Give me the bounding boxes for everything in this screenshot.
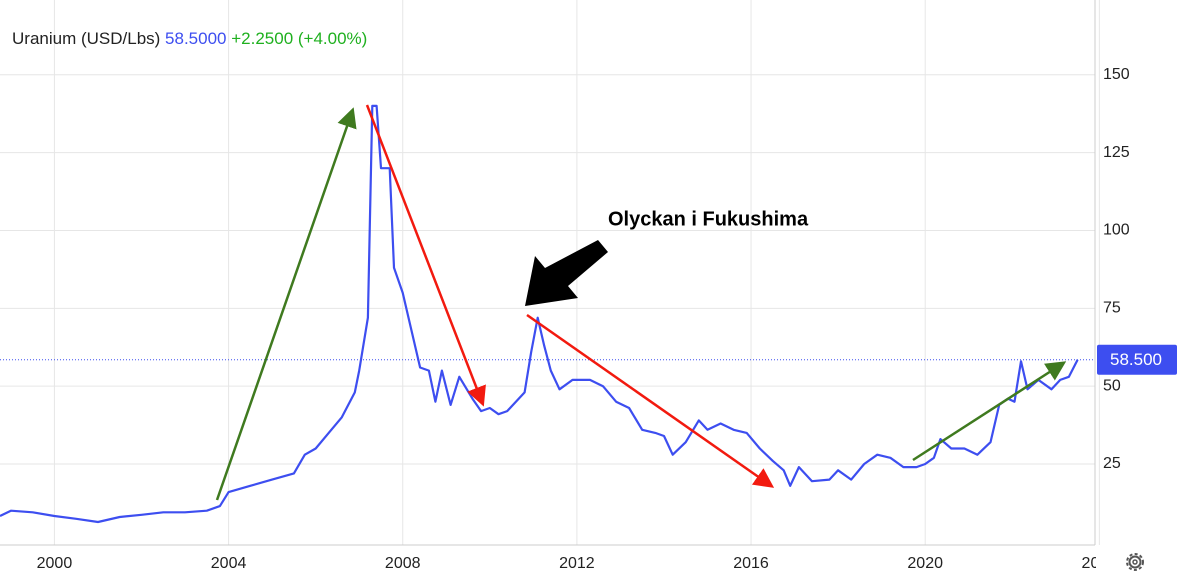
header: Uranium (USD/Lbs) 58.5000 +2.2500 (+4.00… bbox=[12, 29, 367, 48]
plot bbox=[0, 104, 1095, 524]
x-tick-label: 2000 bbox=[37, 555, 73, 572]
settings-icon[interactable] bbox=[1126, 553, 1144, 571]
arrow bbox=[215, 107, 357, 501]
arrow bbox=[912, 361, 1067, 462]
price: 58.5000 bbox=[165, 29, 226, 48]
y-tick-label: 125 bbox=[1103, 144, 1130, 161]
arrow bbox=[365, 104, 486, 407]
y-tick-label: 100 bbox=[1103, 222, 1130, 239]
annotation: Olyckan i Fukushima bbox=[608, 208, 809, 230]
grid bbox=[0, 0, 1100, 545]
y-tick-label: 25 bbox=[1103, 455, 1121, 472]
chart-title: Uranium (USD/Lbs) bbox=[12, 29, 160, 48]
x-axis: 2000 2004 2008 2012 2016 2020 2024 bbox=[37, 555, 1118, 572]
x-tick-label: 2024 bbox=[1082, 555, 1118, 572]
arrow bbox=[525, 240, 608, 306]
x-tick-label: 2012 bbox=[559, 555, 595, 572]
y-tick-label: 50 bbox=[1103, 377, 1121, 394]
change: +2.2500 (+4.00%) bbox=[231, 29, 367, 48]
x-tick-label: 2008 bbox=[385, 555, 421, 572]
last-price-box bbox=[1097, 344, 1177, 375]
y-tick-label: 150 bbox=[1103, 66, 1130, 83]
last-price-label: 58.500 bbox=[1110, 350, 1162, 369]
line bbox=[0, 104, 1079, 524]
x-tick-label: 2020 bbox=[907, 555, 943, 572]
y-tick-label: 75 bbox=[1103, 300, 1121, 317]
arrow bbox=[526, 313, 775, 488]
x-tick-label: 2016 bbox=[733, 555, 769, 572]
x-tick-label: 2004 bbox=[211, 555, 247, 572]
